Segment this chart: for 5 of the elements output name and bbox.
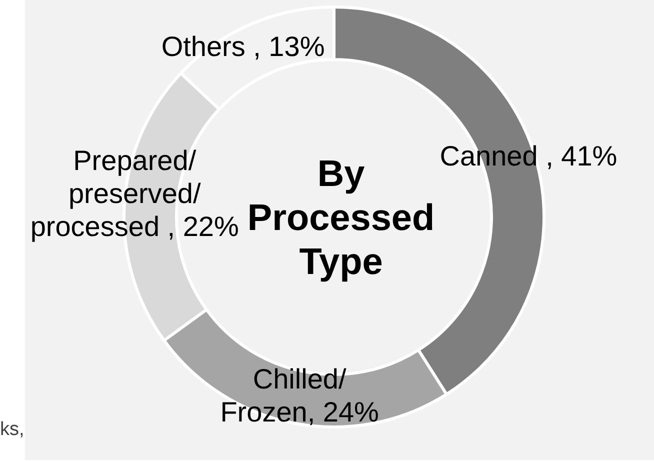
text: ks, [0,419,24,441]
text: By Processed Type [247,153,435,282]
slice-label: Others , 13% [161,31,325,62]
slice-label: Prepared/preserved/processed , 22% [30,145,239,242]
slice-label: Chilled/Frozen, 24% [220,364,379,428]
